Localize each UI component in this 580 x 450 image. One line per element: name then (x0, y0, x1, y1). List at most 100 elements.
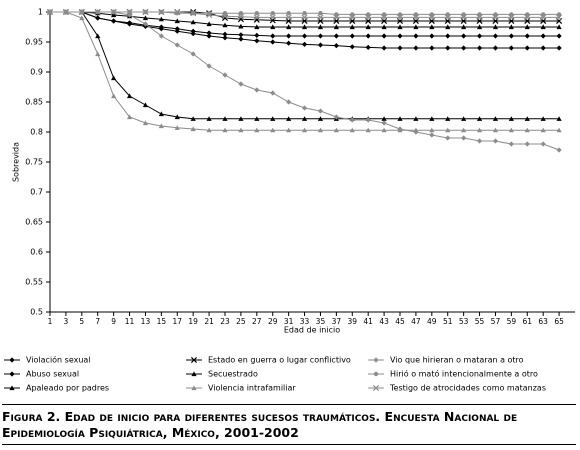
marker (397, 24, 403, 30)
marker (142, 120, 149, 126)
marker (333, 114, 339, 120)
marker (492, 127, 499, 133)
marker (206, 116, 212, 121)
x-tick-label: 29 (268, 317, 278, 326)
marker (333, 24, 339, 30)
marker (94, 8, 101, 16)
marker (556, 14, 563, 21)
legend-marker (9, 385, 15, 391)
x-tick-label: 33 (300, 317, 310, 326)
marker (445, 116, 451, 121)
marker (397, 116, 403, 121)
x-tick-label: 57 (491, 317, 501, 326)
marker (254, 32, 260, 38)
marker (365, 127, 371, 133)
legend-marker (191, 371, 197, 377)
legend-label: Abuso sexual (26, 370, 79, 379)
marker (254, 11, 260, 16)
marker (413, 33, 419, 39)
marker (158, 111, 164, 117)
marker (270, 24, 276, 30)
marker (445, 33, 451, 39)
marker (445, 127, 451, 133)
marker (78, 8, 85, 16)
marker (413, 24, 419, 30)
marker (254, 127, 260, 133)
x-tick-label: 49 (427, 317, 437, 326)
x-tick-label: 55 (475, 317, 485, 326)
marker (238, 116, 244, 121)
x-tick-label: 45 (395, 317, 405, 326)
marker (492, 116, 499, 121)
marker (238, 32, 244, 38)
marker (317, 42, 324, 48)
marker (349, 127, 355, 133)
marker (62, 8, 69, 16)
x-tick-label: 21 (204, 317, 214, 326)
marker (333, 33, 339, 39)
marker (492, 24, 499, 30)
marker (286, 24, 292, 30)
x-tick-label: 25 (236, 317, 246, 326)
marker (190, 116, 196, 121)
marker (190, 31, 196, 37)
marker (461, 33, 467, 39)
marker (286, 40, 292, 46)
marker (524, 33, 530, 39)
marker (540, 141, 546, 147)
x-tick-label: 61 (522, 317, 532, 326)
legend-marker (9, 357, 15, 363)
marker (270, 39, 276, 45)
marker (270, 127, 276, 133)
marker (396, 14, 404, 21)
marker (492, 14, 499, 21)
x-tick-label: 51 (443, 317, 453, 326)
y-tick-label: 0.7 (30, 188, 43, 197)
marker (206, 21, 212, 27)
marker (174, 18, 180, 24)
x-tick-label: 59 (507, 317, 517, 326)
x-tick-label: 23 (220, 317, 230, 326)
marker (174, 28, 180, 34)
legend-label: Apaleado por padres (26, 384, 109, 393)
marker (238, 127, 244, 133)
legend-marker (373, 357, 379, 363)
marker (317, 14, 324, 21)
legend-marker (190, 356, 198, 364)
x-tick-label: 39 (347, 317, 357, 326)
marker (381, 33, 387, 39)
marker (79, 15, 85, 21)
marker (317, 108, 324, 114)
marker (206, 33, 212, 39)
x-tick-label: 19 (188, 317, 198, 326)
marker (302, 11, 307, 16)
marker (540, 127, 546, 133)
marker (206, 127, 212, 133)
marker (238, 81, 244, 87)
marker (476, 45, 483, 51)
marker (540, 45, 546, 51)
marker (158, 33, 164, 39)
x-tick-label: 11 (125, 317, 135, 326)
marker (524, 141, 530, 147)
marker (461, 45, 467, 51)
marker (492, 33, 499, 39)
marker (206, 30, 212, 36)
marker (445, 24, 451, 30)
marker (190, 126, 196, 132)
marker (333, 43, 339, 49)
y-tick-label: 0.8 (30, 128, 43, 137)
legend-label: Hirió o mató intencionalmente a otro (390, 369, 538, 379)
legend-label: Testigo de atrocidades como matanzas (389, 384, 546, 393)
y-tick-label: 0.6 (30, 248, 43, 257)
marker (461, 135, 467, 141)
marker (333, 14, 340, 21)
marker (540, 116, 546, 121)
x-tick-label: 9 (111, 317, 116, 326)
marker (174, 42, 180, 48)
x-axis-label: Edad de inicio (284, 326, 340, 335)
marker (253, 14, 260, 21)
marker (222, 35, 228, 41)
y-tick-label: 1 (38, 8, 43, 17)
marker (46, 8, 54, 16)
